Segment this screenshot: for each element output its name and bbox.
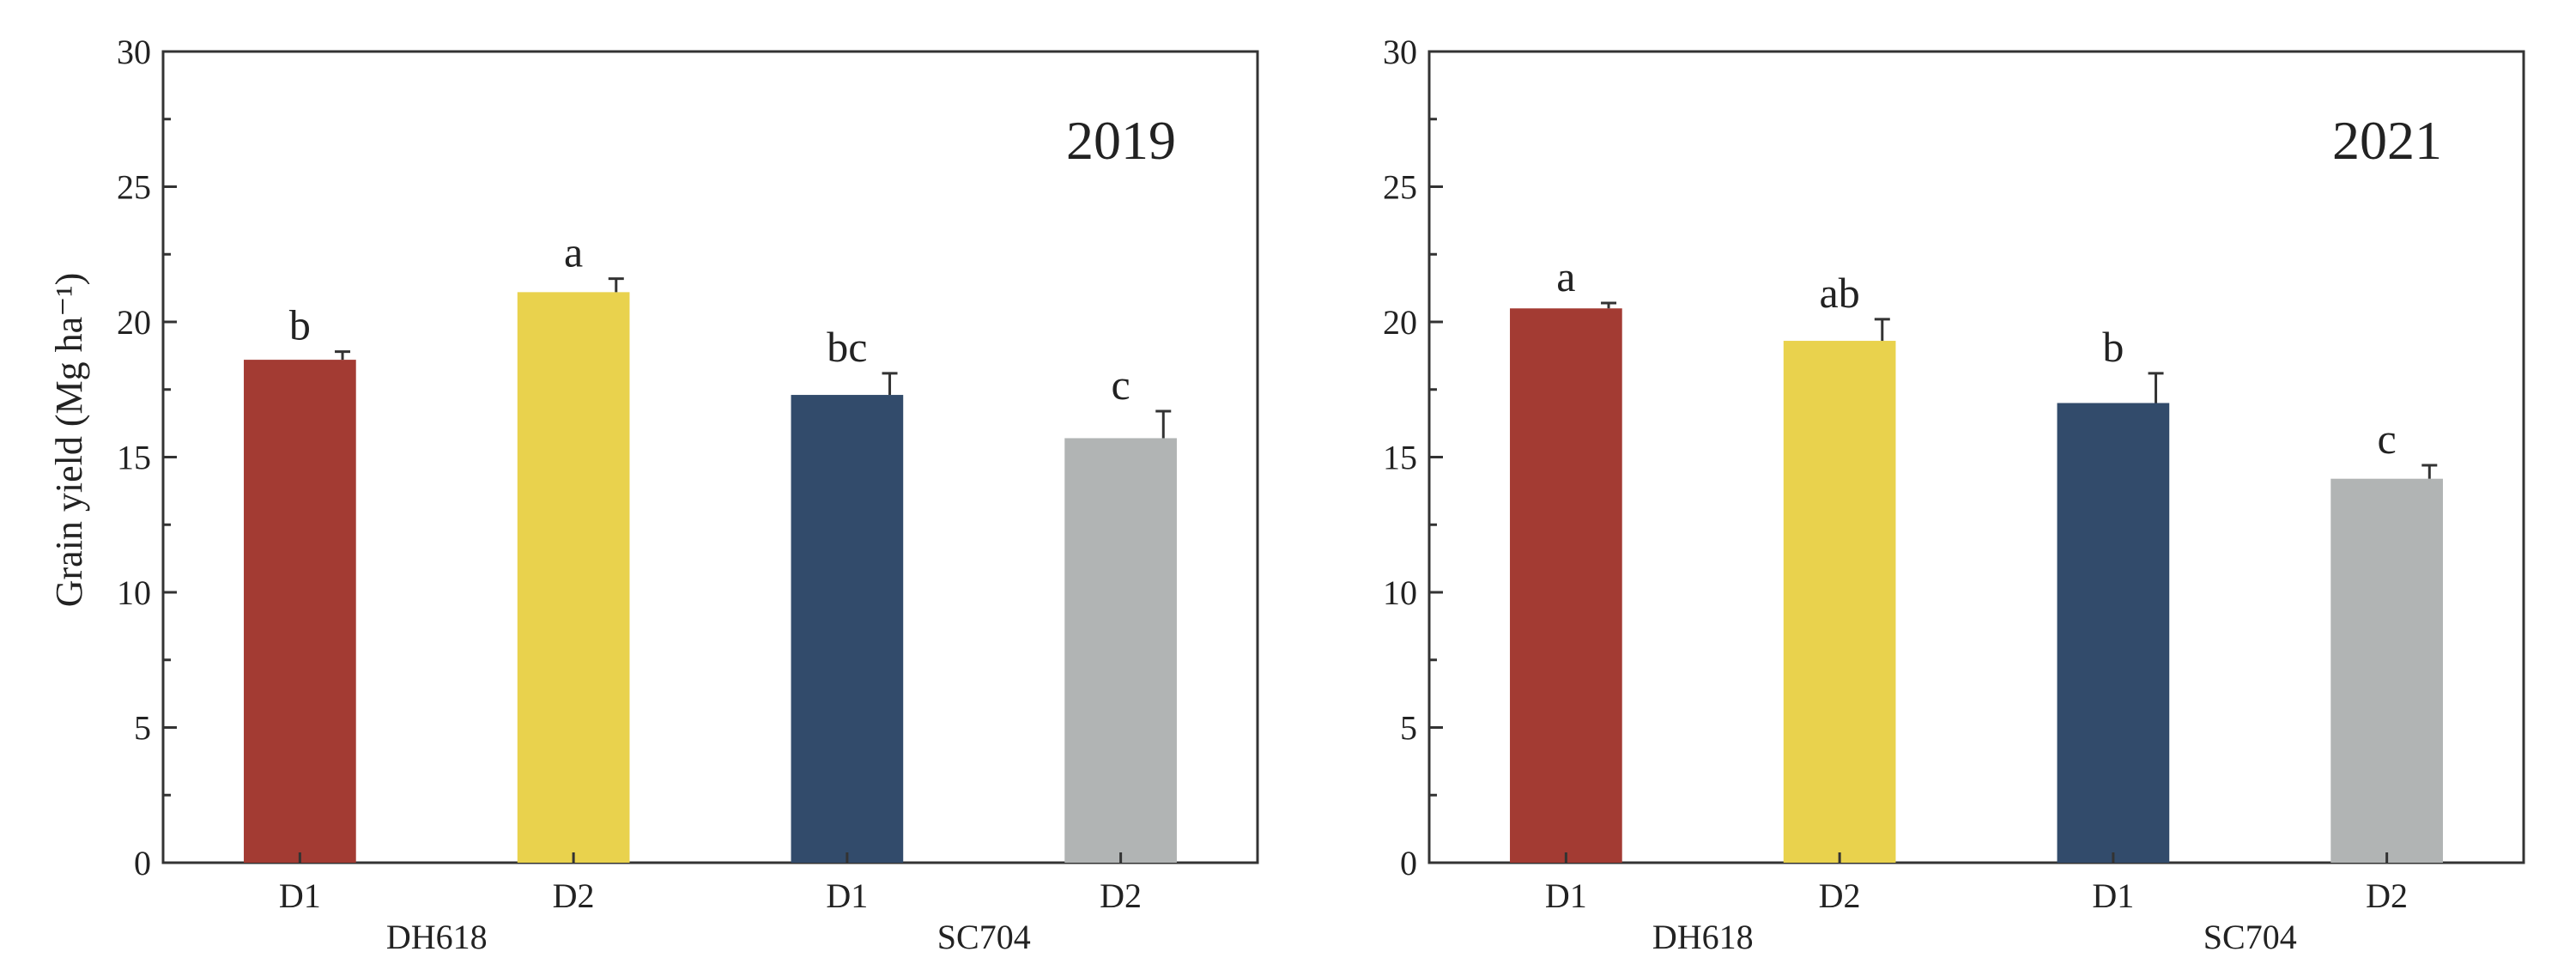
significance-letter: bc (827, 323, 867, 371)
y-tick-label: 5 (1400, 709, 1417, 748)
y-tick-label: 10 (1383, 573, 1417, 612)
y-axis-label: Grain yield (Mg ha⁻¹) (48, 273, 90, 608)
group-label-sc704: SC704 (937, 918, 1031, 956)
y-tick-label: 20 (1383, 303, 1417, 342)
y-tick-label: 10 (117, 573, 151, 612)
group-label-dh618: DH618 (1652, 918, 1754, 956)
y-tick-label: 5 (134, 709, 151, 748)
x-tick-label: D2 (1819, 876, 1861, 915)
significance-letter: b (2102, 323, 2124, 371)
bar-d2-dh618 (1783, 341, 1896, 863)
significance-letter: a (564, 228, 583, 276)
y-tick-label: 25 (117, 168, 151, 207)
y-tick-label: 0 (134, 844, 151, 882)
x-tick-label: D2 (553, 876, 595, 915)
x-tick-label: D1 (2092, 876, 2134, 915)
y-tick-label: 25 (1383, 168, 1417, 207)
chart-title-year: 2019 (1066, 110, 1176, 171)
significance-letter: b (289, 301, 311, 349)
x-tick-label: D1 (1545, 876, 1587, 915)
y-tick-label: 30 (117, 33, 151, 71)
x-tick-label: D1 (826, 876, 868, 915)
bar-d2-dh618 (517, 292, 630, 864)
significance-letter: ab (1820, 269, 1860, 317)
y-tick-label: 20 (117, 303, 151, 342)
significance-letter: c (1112, 361, 1130, 409)
significance-letter: a (1556, 252, 1575, 300)
panel-2019: 0 5 10 15 20 25 30 b D1 a D2 bc D1 c D2 DH618 SC704 2019 G… (48, 33, 1259, 956)
chart-title-year: 2021 (2332, 110, 2442, 171)
x-tick-label: D1 (279, 876, 321, 915)
panel-2021: 0 5 10 15 20 25 30 a D1 ab D2 b D1 c D2 DH618 SC704 2021 (1383, 33, 2525, 956)
bar-d1-sc704 (791, 395, 904, 863)
x-tick-label: D2 (2366, 876, 2408, 915)
bar-d1-sc704 (2057, 403, 2170, 863)
x-tick-label: D2 (1100, 876, 1142, 915)
group-label-dh618: DH618 (386, 918, 488, 956)
bar-d2-sc704 (2331, 478, 2443, 863)
y-tick-label: 15 (117, 439, 151, 477)
group-label-sc704: SC704 (2203, 918, 2297, 956)
bar-d1-dh618 (244, 360, 356, 864)
significance-letter: c (2378, 415, 2397, 463)
bar-d1-dh618 (1510, 308, 1622, 863)
bar-d2-sc704 (1064, 438, 1177, 863)
y-tick-label: 30 (1383, 33, 1417, 71)
y-tick-label: 0 (1400, 844, 1417, 882)
y-tick-label: 15 (1383, 439, 1417, 477)
